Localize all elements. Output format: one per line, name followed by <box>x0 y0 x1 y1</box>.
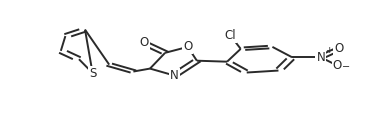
Text: S: S <box>89 67 96 79</box>
Text: Cl: Cl <box>224 29 236 42</box>
Text: −: − <box>342 62 350 72</box>
Text: O: O <box>334 42 344 55</box>
Text: O: O <box>333 59 342 72</box>
Text: O: O <box>183 40 192 53</box>
Text: N: N <box>170 69 179 82</box>
Text: +: + <box>324 46 332 55</box>
Text: O: O <box>139 36 149 49</box>
Text: N: N <box>316 51 325 64</box>
